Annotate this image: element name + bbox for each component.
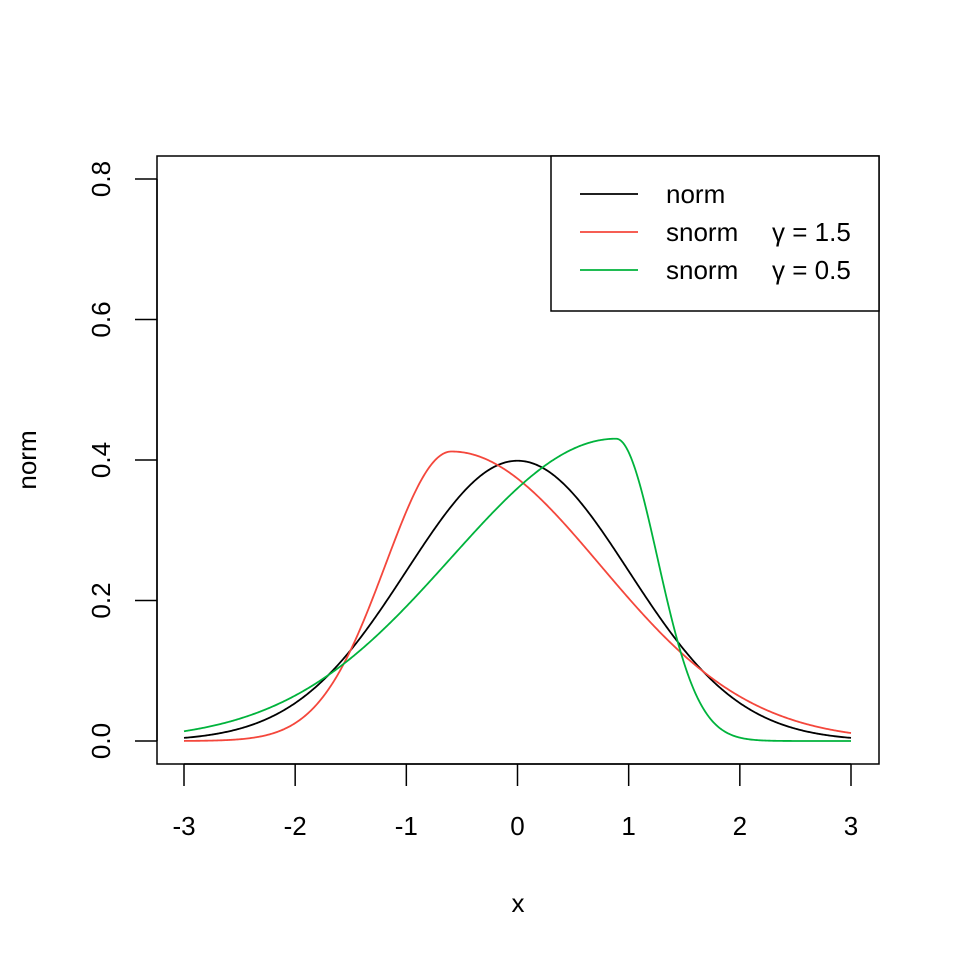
y-tick-label: 0.2 bbox=[86, 582, 116, 618]
x-tick-label: 3 bbox=[844, 811, 858, 841]
x-tick-label: 1 bbox=[621, 811, 635, 841]
curves bbox=[183, 437, 852, 742]
x-tick-label: 2 bbox=[733, 811, 747, 841]
x-tick-label: -2 bbox=[284, 811, 307, 841]
series-line-0 bbox=[183, 459, 852, 739]
y-axis: 0.0 0.2 0.4 0.6 0.8 bbox=[86, 161, 158, 759]
x-axis-label: x bbox=[512, 888, 525, 918]
y-tick-label: 0.4 bbox=[86, 442, 116, 478]
x-tick-label: -1 bbox=[395, 811, 418, 841]
x-axis: -3 -2 -1 0 1 2 3 bbox=[172, 763, 858, 841]
legend-param-2: γ = 0.5 bbox=[772, 255, 851, 285]
y-axis-label: norm bbox=[12, 430, 42, 489]
legend-box bbox=[550, 155, 880, 312]
y-tick-label: 0.8 bbox=[86, 161, 116, 197]
y-tick-label: 0.6 bbox=[86, 301, 116, 337]
series-line-2 bbox=[183, 437, 851, 742]
y-tick-label: 0.0 bbox=[86, 723, 116, 759]
series-line-1 bbox=[183, 450, 852, 742]
legend-param-1: γ = 1.5 bbox=[772, 217, 851, 247]
legend-label-1: snorm bbox=[666, 217, 738, 247]
legend: norm snorm γ = 1.5 snorm γ = 0.5 bbox=[550, 155, 880, 312]
legend-label-2: snorm bbox=[666, 255, 738, 285]
legend-label-0: norm bbox=[666, 179, 725, 209]
x-tick-label: 0 bbox=[510, 811, 524, 841]
x-tick-label: -3 bbox=[172, 811, 195, 841]
